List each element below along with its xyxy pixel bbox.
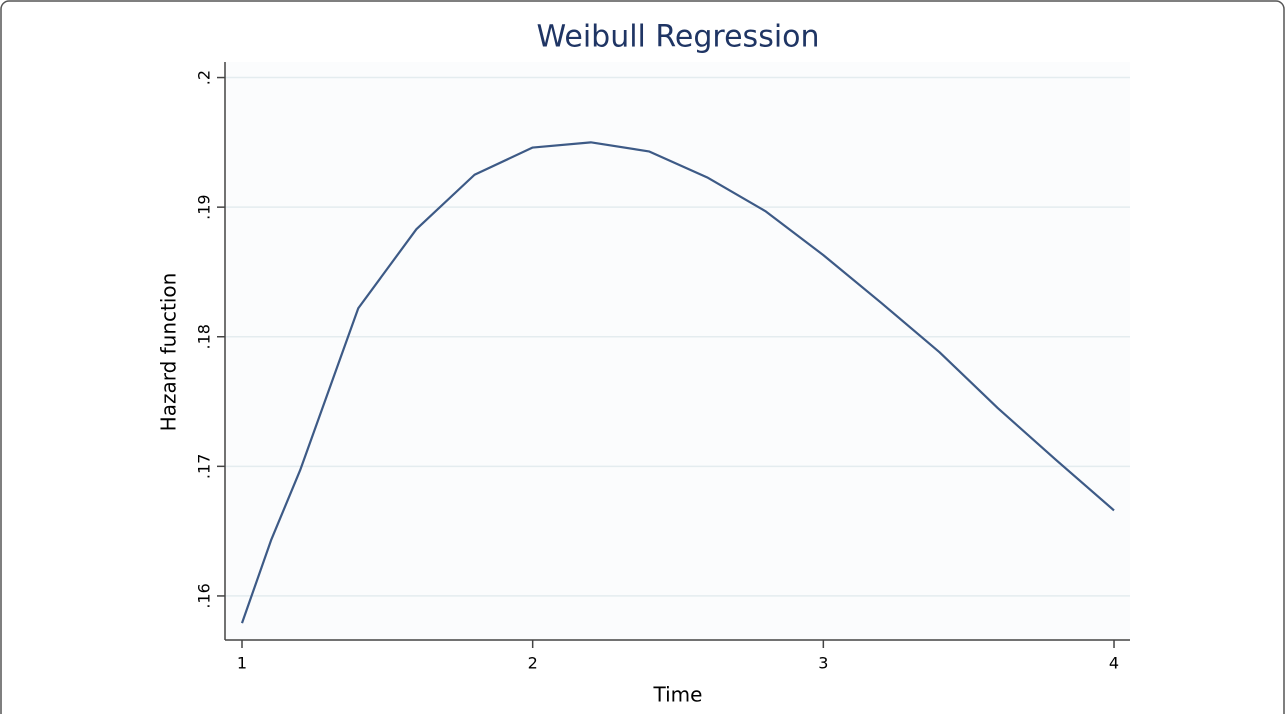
chart-title: Weibull Regression (536, 20, 819, 55)
x-tick-label: 4 (1109, 654, 1119, 673)
y-tick-label: .2 (195, 70, 214, 85)
x-tick-label: 3 (818, 654, 828, 673)
x-axis-label: Time (653, 683, 703, 707)
x-tick-label: 2 (528, 654, 538, 673)
plot-area (225, 62, 1130, 640)
y-tick-label: .16 (195, 583, 214, 608)
y-tick-label: .17 (195, 454, 214, 479)
y-tick-label: .18 (195, 324, 214, 349)
y-axis-label: Hazard function (157, 273, 181, 432)
y-tick-label: .19 (195, 194, 214, 219)
data-line (240, 141, 1115, 624)
x-tick-label: 1 (237, 654, 247, 673)
